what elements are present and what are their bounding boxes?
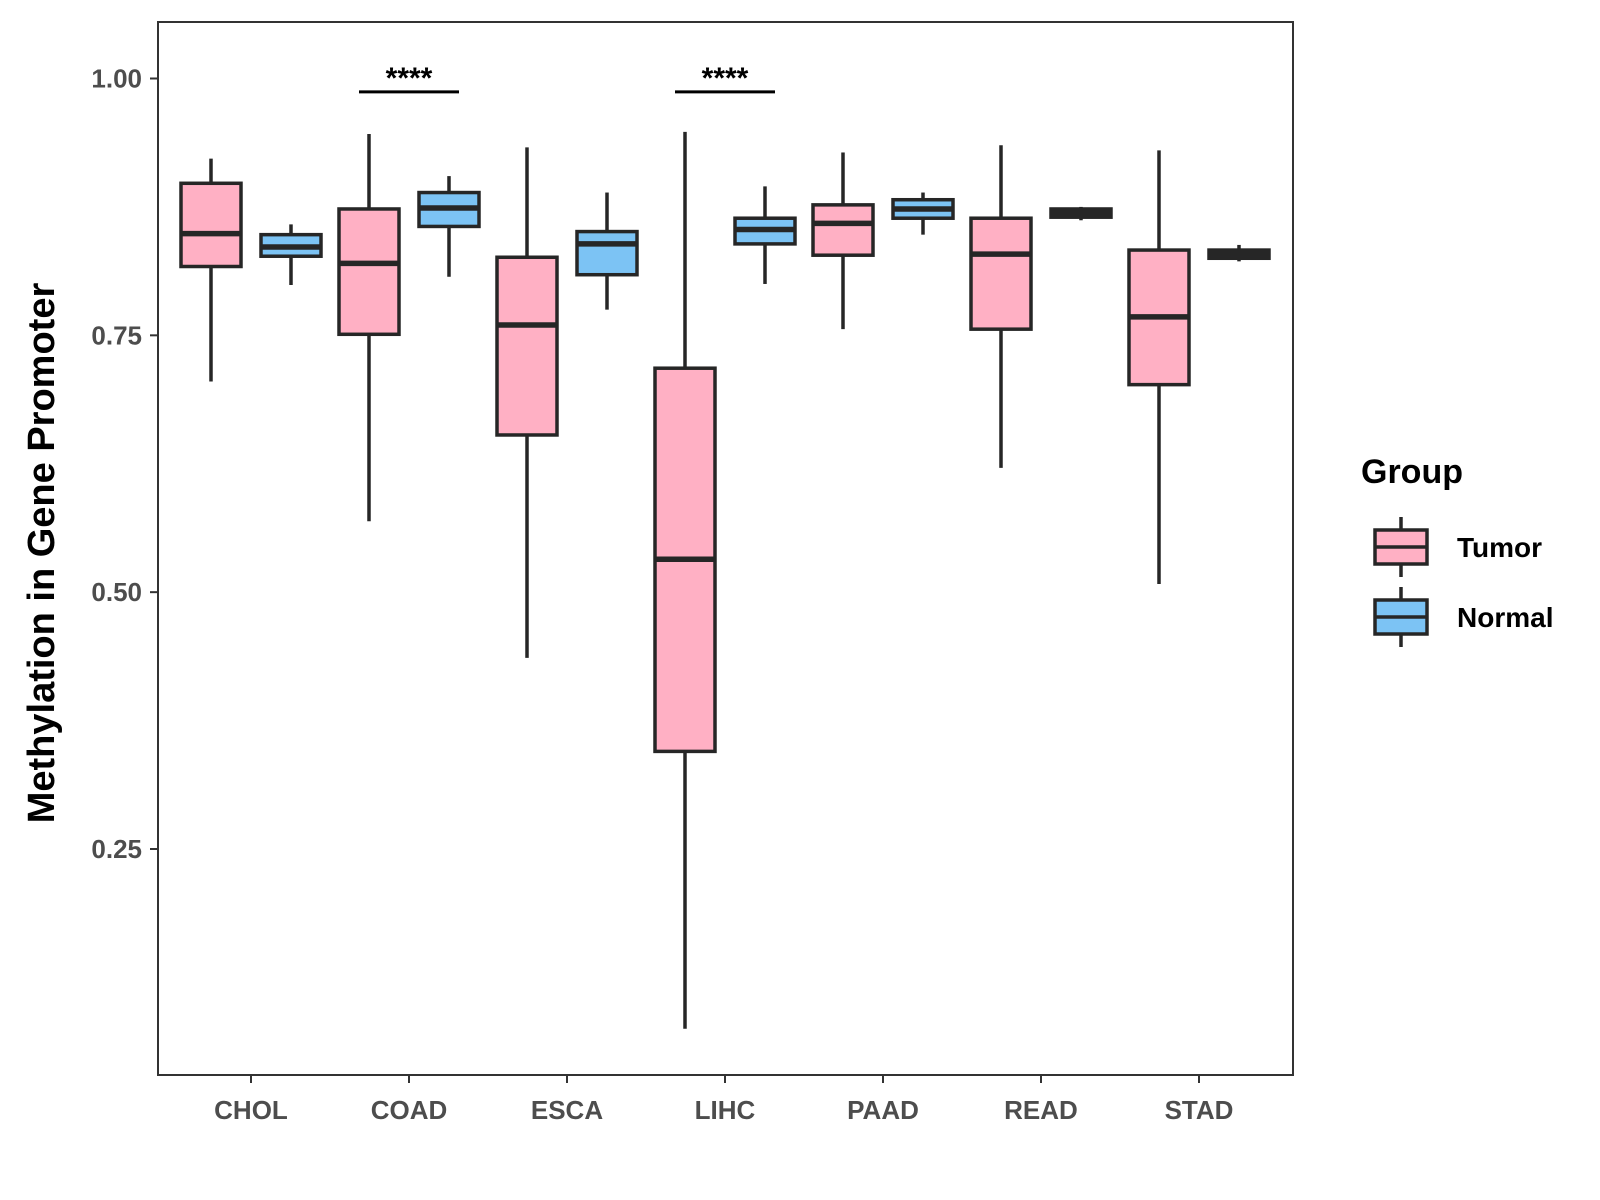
box-tumor-read	[969, 145, 1033, 468]
x-tick-label: PAAD	[847, 1095, 919, 1125]
box-body	[337, 207, 401, 337]
legend-title: Group	[1361, 453, 1463, 491]
box-tumor-coad	[337, 133, 401, 522]
box-body	[179, 181, 243, 269]
significance-annotations: **** ****	[359, 62, 775, 95]
y-tick-label: 0.50	[91, 577, 142, 607]
y-axis-title: Methylation in Gene Promoter	[21, 283, 63, 824]
x-tick-label: READ	[1004, 1095, 1078, 1125]
box-series	[179, 131, 1271, 1029]
x-axis: CHOL COAD ESCA LIHC PAAD READ STAD	[214, 1075, 1233, 1125]
box-tumor-paad	[811, 152, 875, 330]
box-normal-read	[1049, 206, 1113, 221]
legend-label-normal: Normal	[1457, 602, 1553, 633]
significance-label: ****	[702, 62, 749, 95]
significance-label: ****	[386, 62, 433, 95]
box-normal-coad	[417, 176, 481, 277]
x-tick-label: CHOL	[214, 1095, 288, 1125]
box-normal-lihc	[733, 186, 797, 284]
box-tumor-stad	[1127, 150, 1191, 584]
box-tumor-lihc	[653, 131, 717, 1029]
box-normal-paad	[891, 192, 955, 235]
box-body	[969, 216, 1033, 331]
x-tick-label: ESCA	[531, 1095, 603, 1125]
x-tick-label: STAD	[1165, 1095, 1234, 1125]
box-normal-chol	[259, 224, 323, 285]
legend: Group Tumor Normal	[1361, 453, 1553, 647]
x-tick-label: COAD	[371, 1095, 448, 1125]
box-body	[495, 255, 559, 437]
series-normal	[259, 176, 1271, 310]
y-axis: 0.25 0.50 0.75 1.00	[91, 64, 158, 864]
box-tumor-esca	[495, 147, 559, 658]
series-tumor	[179, 131, 1191, 1029]
y-tick-label: 0.75	[91, 320, 142, 350]
plot-panel	[157, 21, 1294, 1076]
box-body	[575, 229, 639, 277]
y-tick-label: 0.25	[91, 834, 142, 864]
y-tick-label: 1.00	[91, 64, 142, 94]
box-body	[811, 203, 875, 257]
box-normal-esca	[575, 192, 639, 310]
x-tick-label: LIHC	[695, 1095, 756, 1125]
legend-key-tumor	[1373, 517, 1429, 577]
legend-label-tumor: Tumor	[1457, 532, 1542, 563]
box-normal-stad	[1207, 244, 1271, 262]
box-tumor-chol	[179, 158, 243, 382]
legend-key-normal	[1373, 587, 1429, 647]
